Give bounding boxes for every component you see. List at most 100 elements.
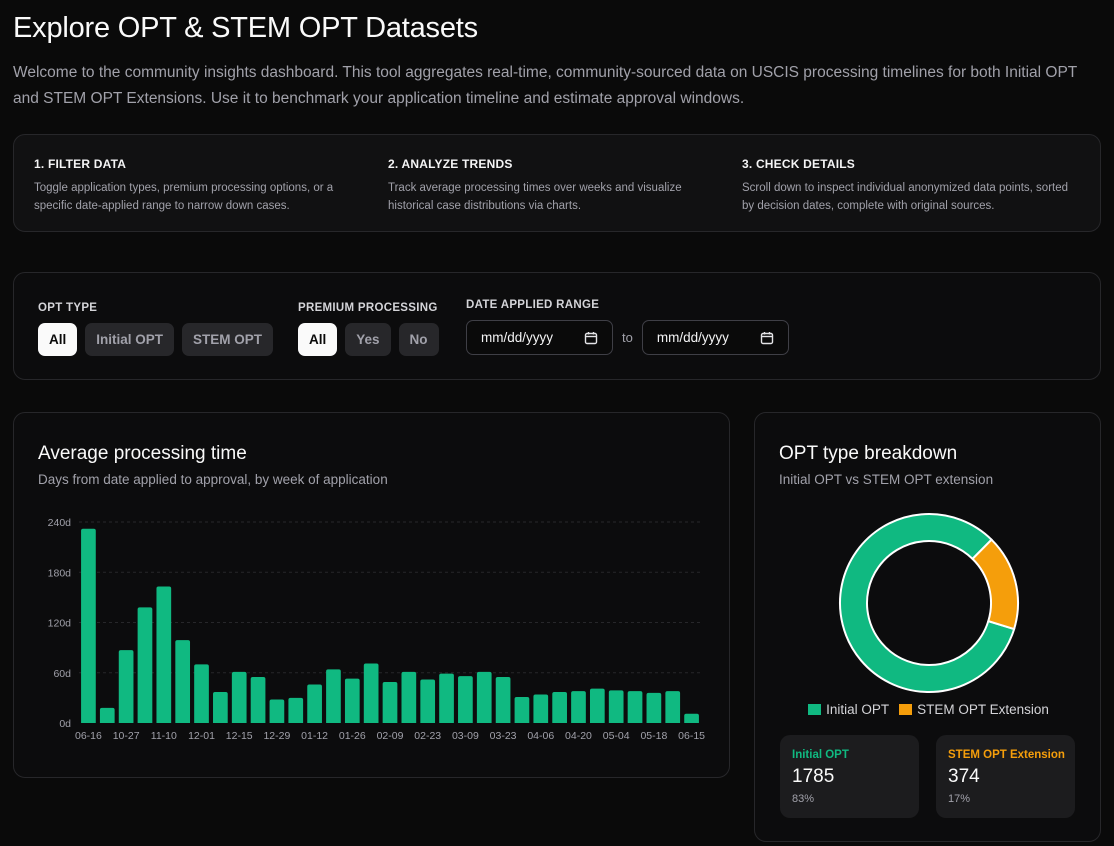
bar[interactable]: [533, 694, 549, 723]
stat-value: 374: [948, 766, 980, 787]
x-tick-label: 04-20: [565, 730, 592, 742]
step-title: 3. CHECK DETAILS: [742, 157, 855, 171]
step-title: 1. FILTER DATA: [34, 157, 127, 171]
bar[interactable]: [495, 676, 511, 723]
date-range-to-label: to: [622, 330, 633, 345]
bar[interactable]: [439, 673, 454, 723]
premium-filter: PREMIUM PROCESSING All Yes No: [298, 302, 439, 356]
date-from-placeholder: mm/dd/yyyy: [481, 330, 554, 345]
premium-all-button[interactable]: All: [298, 323, 338, 356]
premium-yes-button[interactable]: Yes: [345, 323, 391, 356]
x-tick-label: 05-18: [640, 730, 667, 742]
bar[interactable]: [288, 697, 304, 723]
bar[interactable]: [326, 669, 341, 723]
slice-initial-opt[interactable]: [839, 513, 1016, 693]
bar[interactable]: [269, 699, 285, 723]
bar[interactable]: [571, 691, 586, 723]
bar[interactable]: [627, 691, 643, 723]
filters-panel: OPT TYPE All Initial OPT STEM OPT PREMIU…: [13, 272, 1101, 380]
x-tick-label: 03-23: [490, 730, 517, 742]
bar[interactable]: [514, 697, 530, 723]
step-filter: 1. FILTER DATA Toggle application types,…: [34, 157, 364, 215]
bar[interactable]: [137, 607, 153, 723]
stat-initial-opt: Initial OPT 1785 83%: [780, 735, 919, 818]
date-from-input[interactable]: mm/dd/yyyy: [466, 320, 613, 355]
opt-type-stem-button[interactable]: STEM OPT: [182, 323, 274, 356]
x-tick-label: 12-15: [226, 730, 253, 742]
x-tick-label: 02-09: [377, 730, 404, 742]
legend-swatch-stem: [899, 704, 913, 715]
y-tick-label: 180d: [48, 567, 72, 579]
bar[interactable]: [307, 684, 322, 723]
stat-stem-opt: STEM OPT Extension 374 17%: [936, 735, 1075, 818]
bar[interactable]: [476, 671, 492, 723]
bar[interactable]: [175, 640, 191, 723]
chart-title: Average processing time: [38, 443, 247, 464]
stat-label: Initial OPT: [792, 749, 849, 761]
bar[interactable]: [420, 679, 436, 723]
bar[interactable]: [589, 688, 605, 723]
x-tick-label: 11-10: [151, 730, 177, 742]
legend-item-initial: Initial OPT: [808, 702, 889, 717]
bar[interactable]: [552, 692, 567, 723]
opt-type-donut-chart: [839, 513, 1019, 693]
date-to-input[interactable]: mm/dd/yyyy: [641, 320, 789, 355]
bar[interactable]: [344, 678, 360, 723]
x-tick-label: 01-12: [301, 730, 328, 742]
filter-label: PREMIUM PROCESSING: [298, 302, 438, 314]
bar[interactable]: [231, 671, 247, 723]
bar[interactable]: [401, 671, 417, 723]
x-tick-label: 04-06: [527, 730, 554, 742]
opt-type-all-button[interactable]: All: [38, 323, 78, 356]
how-to-steps: 1. FILTER DATA Toggle application types,…: [13, 134, 1101, 232]
bar[interactable]: [118, 650, 134, 723]
bar[interactable]: [458, 676, 473, 723]
opt-breakdown-card: OPT type breakdown Initial OPT vs STEM O…: [754, 412, 1101, 842]
bar[interactable]: [646, 692, 662, 723]
calendar-icon[interactable]: [584, 331, 598, 345]
legend-label: Initial OPT: [826, 702, 890, 717]
bar[interactable]: [99, 707, 115, 723]
bar[interactable]: [665, 691, 681, 723]
bar[interactable]: [363, 663, 379, 723]
bar[interactable]: [194, 664, 209, 723]
slice-stem-opt[interactable]: [971, 538, 1019, 631]
x-tick-label: 06-15: [678, 730, 705, 742]
donut-legend: Initial OPT STEM OPT Extension: [755, 702, 1102, 717]
y-tick-label: 240d: [48, 517, 72, 529]
date-range-filter: DATE APPLIED RANGE mm/dd/yyyy to mm/dd/y…: [466, 299, 789, 355]
bar[interactable]: [250, 676, 266, 723]
legend-label: STEM OPT Extension: [917, 702, 1049, 717]
step-title: 2. ANALYZE TRENDS: [388, 157, 513, 171]
filter-label: DATE APPLIED RANGE: [466, 299, 600, 311]
step-desc: Track average processing times over week…: [388, 182, 682, 212]
step-desc: Toggle application types, premium proces…: [34, 182, 334, 212]
breakdown-title: OPT type breakdown: [779, 443, 958, 464]
x-tick-label: 06-16: [75, 730, 102, 742]
opt-type-initial-button[interactable]: Initial OPT: [85, 323, 175, 356]
step-analyze: 2. ANALYZE TRENDS Track average processi…: [388, 157, 718, 215]
bar[interactable]: [382, 681, 398, 723]
x-tick-label: 05-04: [603, 730, 630, 742]
step-desc: Scroll down to inspect individual anonym…: [742, 182, 1069, 212]
legend-swatch-initial: [808, 704, 822, 715]
processing-time-bar-chart: 0d 60d 120d 180d 240d 06-16 10-27 11-10 12-01 12-…: [48, 517, 706, 742]
bar[interactable]: [684, 713, 699, 723]
x-tick-label: 01-26: [339, 730, 366, 742]
x-tick-label: 12-29: [263, 730, 290, 742]
y-tick-label: 60d: [53, 668, 71, 680]
date-to-placeholder: mm/dd/yyyy: [656, 330, 729, 345]
calendar-icon[interactable]: [760, 331, 774, 345]
bar[interactable]: [81, 528, 96, 723]
stat-percent: 83%: [792, 793, 815, 805]
bar[interactable]: [213, 692, 228, 723]
x-tick-label: 10-27: [113, 730, 140, 742]
intro-text: Welcome to the community insights dashbo…: [13, 64, 1077, 107]
chart-subtitle: Days from date applied to approval, by w…: [38, 472, 388, 487]
bar[interactable]: [156, 586, 172, 723]
bar[interactable]: [608, 690, 624, 723]
stat-label: STEM OPT Extension: [948, 749, 1065, 761]
premium-no-button[interactable]: No: [398, 323, 439, 356]
processing-time-card: Average processing time Days from date a…: [13, 412, 730, 778]
legend-item-stem: STEM OPT Extension: [899, 702, 1049, 717]
